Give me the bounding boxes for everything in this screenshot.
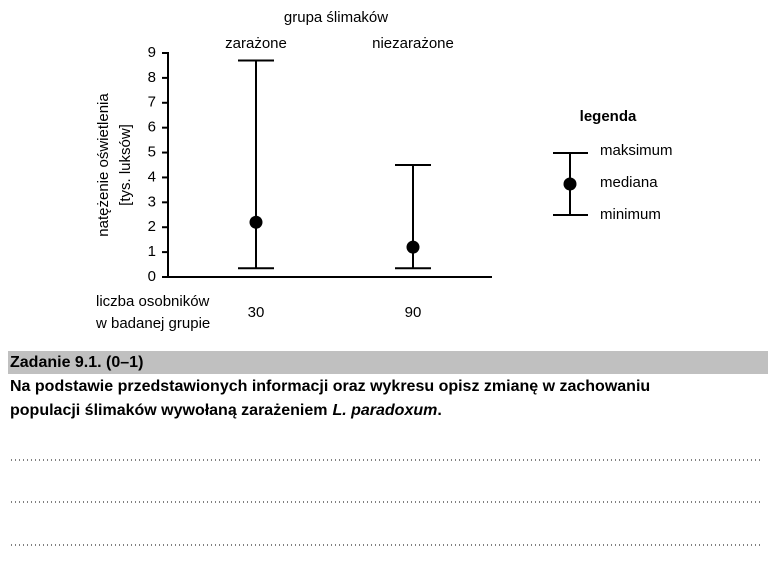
median	[249, 215, 263, 229]
legend-title: legenda	[580, 108, 637, 125]
group-title: grupa ślimaków	[284, 9, 388, 26]
group-label: zarażone	[225, 35, 287, 52]
counts-label: liczba osobników	[96, 293, 210, 310]
y-tick-label: 7	[148, 94, 156, 111]
y-tick-label: 8	[148, 69, 156, 86]
task-title: Zadanie 9.1. (0–1)	[10, 354, 143, 371]
y-tick-label: 2	[148, 218, 156, 235]
species: L. paradoxum	[332, 402, 437, 419]
y-tick-label: 4	[148, 168, 156, 185]
legend-label: mediana	[600, 174, 658, 191]
y-label: [tys. luksów]	[117, 124, 134, 206]
question-text: populacji ślimaków wywołaną zarażeniem	[10, 402, 327, 419]
y-tick-label: 1	[148, 243, 156, 260]
question-end: .	[437, 402, 441, 419]
group-label: niezarażone	[372, 35, 454, 52]
legend-dot	[563, 177, 577, 191]
y-tick-label: 5	[148, 144, 156, 161]
y-tick-label: 6	[148, 119, 156, 136]
count: 30	[248, 304, 265, 321]
y-tick-label: 0	[148, 268, 156, 285]
y-tick-label: 9	[148, 44, 156, 61]
y-tick-label: 3	[148, 193, 156, 210]
counts-label: w badanej grupie	[95, 315, 210, 332]
question: populacji ślimaków wywołaną zarażeniem L.…	[10, 402, 442, 419]
question: Na podstawie przedstawionych informacji …	[10, 378, 650, 395]
task-header	[8, 351, 768, 374]
legend-label: minimum	[600, 206, 661, 223]
count: 90	[405, 304, 422, 321]
y-label: natężenie oświetlenia	[95, 93, 112, 237]
legend-label: maksimum	[600, 142, 673, 159]
median	[406, 240, 420, 254]
